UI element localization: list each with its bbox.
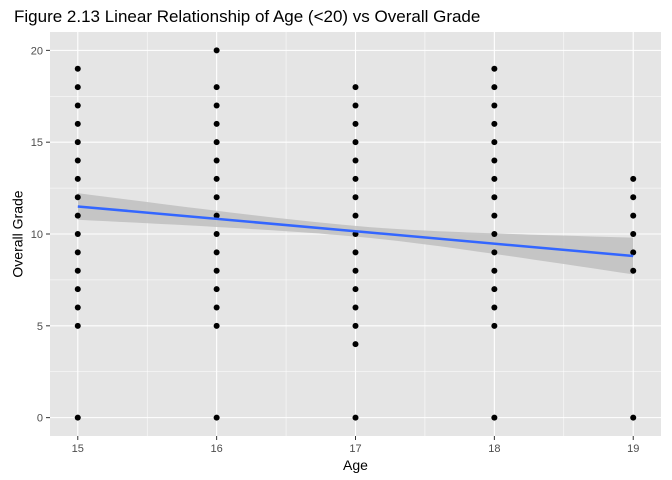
data-point [352, 414, 359, 421]
data-point [491, 65, 498, 72]
data-point [630, 175, 637, 182]
y-tick-label: 20 [31, 45, 43, 57]
data-point [213, 175, 220, 182]
data-point [213, 194, 220, 201]
data-point [74, 212, 81, 219]
data-point [74, 322, 81, 329]
y-tick-label: 10 [31, 229, 43, 241]
data-point [491, 304, 498, 311]
data-point [74, 414, 81, 421]
data-point [74, 65, 81, 72]
data-points [74, 47, 637, 421]
chart-title: Figure 2.13 Linear Relationship of Age (… [14, 7, 480, 26]
data-point [74, 194, 81, 201]
data-point [213, 139, 220, 146]
data-point [491, 84, 498, 91]
data-point [213, 120, 220, 127]
x-axis-title: Age [343, 457, 368, 473]
y-tick-label: 0 [37, 413, 43, 425]
data-point [491, 414, 498, 421]
data-point [352, 175, 359, 182]
data-point [630, 231, 637, 237]
data-point [491, 175, 498, 182]
data-point [74, 267, 81, 274]
data-point [352, 120, 359, 127]
x-tick-label: 19 [627, 443, 639, 455]
data-point [491, 249, 498, 256]
data-point [352, 304, 359, 311]
data-point [491, 120, 498, 127]
data-point [491, 157, 498, 164]
data-point [213, 414, 220, 421]
data-point [491, 139, 498, 146]
data-point [74, 175, 81, 182]
x-tick-label: 18 [488, 443, 500, 455]
y-axis-title: Overall Grade [10, 190, 26, 277]
data-point [491, 231, 498, 237]
data-point [630, 194, 637, 201]
data-point [74, 249, 81, 256]
data-point [630, 414, 637, 421]
data-point [213, 231, 220, 237]
data-point [213, 47, 220, 54]
x-tick-label: 17 [349, 443, 361, 455]
x-tick-label: 16 [211, 443, 223, 455]
x-axis-ticks: 15 16 17 18 19 [72, 436, 639, 455]
data-point [491, 286, 498, 293]
data-point [352, 139, 359, 146]
data-point [74, 157, 81, 164]
data-point [491, 267, 498, 274]
data-point [352, 212, 359, 219]
data-point [213, 267, 220, 274]
data-point [491, 212, 498, 219]
data-point [213, 84, 220, 91]
data-point [74, 120, 81, 127]
data-point [352, 194, 359, 201]
y-tick-label: 15 [31, 137, 43, 149]
data-point [352, 102, 359, 109]
data-point [213, 212, 220, 219]
data-point [491, 322, 498, 329]
data-point [630, 249, 637, 256]
data-point [352, 286, 359, 293]
data-point [213, 304, 220, 311]
data-point [630, 212, 637, 219]
data-point [352, 249, 359, 256]
data-point [352, 341, 359, 348]
data-point [491, 102, 498, 109]
y-tick-label: 5 [37, 321, 43, 333]
y-axis-ticks: 0 5 10 15 20 [31, 45, 50, 425]
data-point [213, 286, 220, 293]
data-point [352, 84, 359, 91]
data-point [213, 322, 220, 329]
data-point [74, 84, 81, 91]
data-point [213, 157, 220, 164]
data-point [630, 267, 637, 274]
data-point [491, 194, 498, 201]
data-point [74, 286, 81, 293]
regression-line [77, 205, 634, 258]
data-point [74, 139, 81, 146]
data-point [352, 267, 359, 274]
data-point [213, 249, 220, 256]
data-point [213, 102, 220, 109]
data-point [352, 322, 359, 329]
data-point [352, 157, 359, 164]
x-tick-label: 15 [72, 443, 84, 455]
data-point [74, 102, 81, 109]
data-point [74, 231, 81, 237]
data-point [74, 304, 81, 311]
